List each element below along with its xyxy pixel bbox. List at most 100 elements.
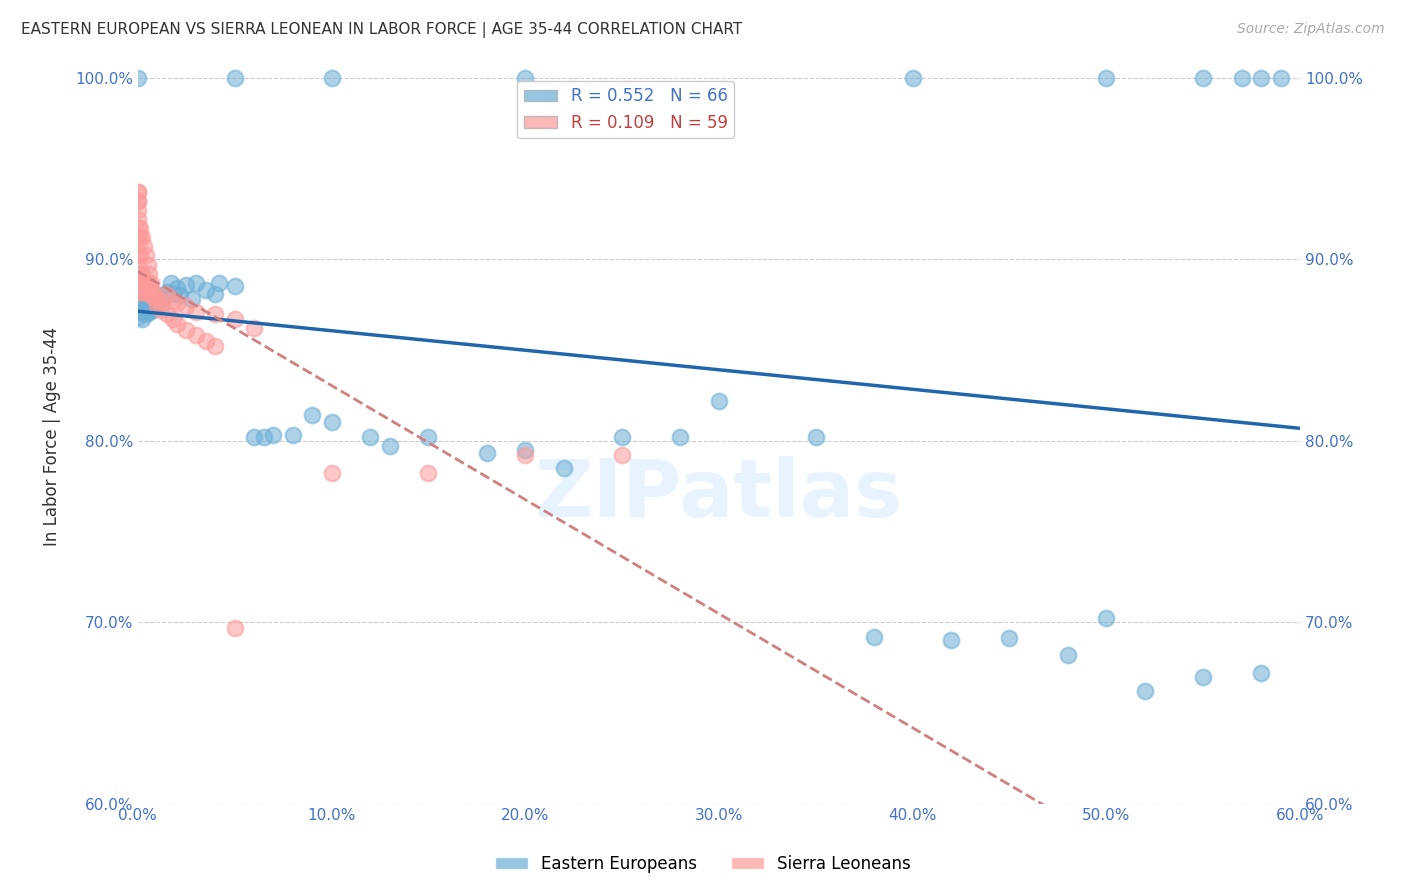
Point [131,285,153,299]
Point [204,307,226,321]
Point [321,416,343,430]
Point [321,467,343,481]
Point [146,292,169,306]
Point [132,292,155,306]
Point [135,307,157,321]
Point [127,194,149,208]
Point [132,276,155,290]
Point [127,285,149,299]
Point [127,212,149,227]
Point [224,312,246,326]
Point [128,304,150,318]
Point [146,293,169,308]
Point [707,393,730,408]
Point [131,230,153,244]
Point [138,267,160,281]
Point [138,281,160,295]
Point [224,621,246,635]
Point [127,248,149,262]
Point [131,267,153,281]
Legend: R = 0.552   N = 66, R = 0.109   N = 59: R = 0.552 N = 66, R = 0.109 N = 59 [517,80,734,138]
Point [1095,611,1118,625]
Point [156,307,179,321]
Point [174,323,197,337]
Point [143,292,166,306]
Point [184,328,207,343]
Point [146,288,169,302]
Point [998,632,1021,646]
Text: ZIPatlas: ZIPatlas [534,456,903,534]
Point [128,295,150,310]
Point [136,295,159,310]
Point [141,276,163,290]
Text: Source: ZipAtlas.com: Source: ZipAtlas.com [1237,22,1385,37]
Point [359,430,381,444]
Point [143,299,166,313]
Point [136,258,159,272]
Point [127,310,149,325]
Point [156,288,179,302]
Point [159,276,181,290]
Point [146,299,169,313]
Point [138,304,160,318]
Legend: Eastern Europeans, Sierra Leoneans: Eastern Europeans, Sierra Leoneans [488,848,918,880]
Point [243,430,266,444]
Text: EASTERN EUROPEAN VS SIERRA LEONEAN IN LABOR FORCE | AGE 35-44 CORRELATION CHART: EASTERN EUROPEAN VS SIERRA LEONEAN IN LA… [21,22,742,38]
Point [127,301,149,315]
Point [135,248,157,262]
Point [169,288,191,302]
Point [669,430,692,444]
Point [127,285,149,299]
Point [132,299,155,313]
Point [941,633,963,648]
Point [181,292,204,306]
Point [1250,665,1272,680]
Point [131,312,153,326]
Point [1056,648,1078,662]
Point [162,293,184,308]
Point [1095,70,1118,85]
Point [262,428,284,442]
Point [301,408,323,422]
Point [127,70,149,85]
Point [127,185,149,199]
Y-axis label: In Labor Force | Age 35-44: In Labor Force | Age 35-44 [44,326,60,546]
Point [1192,70,1215,85]
Point [194,334,217,348]
Point [1270,70,1292,85]
Point [166,318,188,332]
Point [150,302,173,317]
Point [142,302,165,317]
Point [184,276,207,290]
Point [901,70,924,85]
Point [253,430,276,444]
Point [131,302,153,317]
Point [418,467,440,481]
Point [127,276,149,290]
Point [174,299,197,313]
Point [281,428,304,442]
Point [243,321,266,335]
Point [804,430,827,444]
Point [127,230,149,244]
Point [184,304,207,318]
Point [141,288,163,302]
Point [515,442,537,457]
Point [127,267,149,281]
Point [142,286,165,301]
Point [128,248,150,262]
Point [1250,70,1272,85]
Point [166,281,188,295]
Point [1133,684,1156,698]
Point [128,285,150,299]
Point [127,203,149,218]
Point [224,279,246,293]
Point [136,276,159,290]
Point [208,276,231,290]
Point [475,446,498,460]
Point [515,70,537,85]
Point [128,267,150,281]
Point [127,239,149,253]
Point [194,283,217,297]
Point [610,430,633,444]
